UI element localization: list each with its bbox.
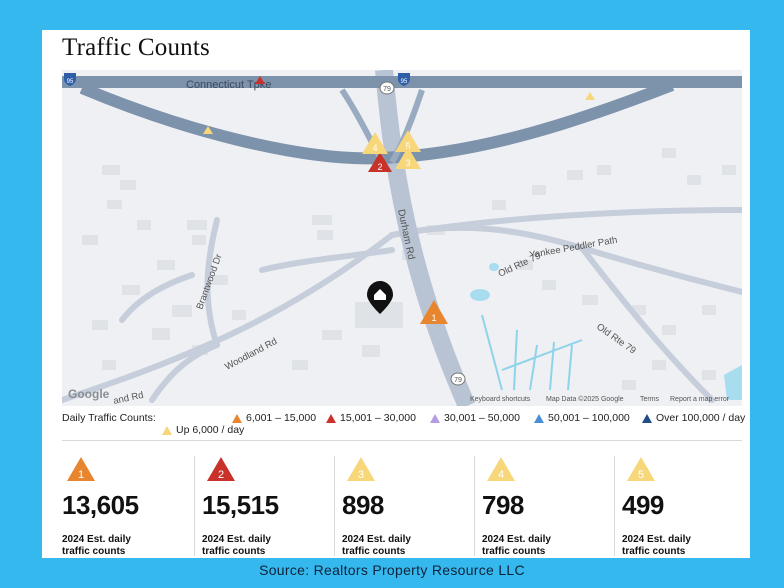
page-title: Traffic Counts	[62, 34, 210, 61]
legend-triangle-icon	[232, 413, 242, 423]
durham-road	[375, 70, 476, 406]
highway-yellow-marker-left	[203, 126, 213, 134]
stat-divider	[334, 456, 335, 556]
badge-4-icon: 4	[487, 457, 515, 481]
rt79-shield-top	[379, 81, 395, 95]
legend-triangle-icon	[430, 413, 440, 423]
report-map-error-link[interactable]: Report a map error	[670, 396, 730, 403]
traffic-stat-2: 2 15,515 2024 Est. daily traffic counts	[194, 456, 332, 557]
legend-triangle-icon	[326, 413, 336, 423]
traffic-map[interactable]: 95 95 79 79 Connecticut Tpke Durham Rd Y…	[62, 70, 742, 406]
road-label-partial: and Rd	[112, 390, 144, 406]
traffic-stat-3: 3 898 2024 Est. daily traffic counts	[334, 456, 472, 557]
terms-link[interactable]: Terms	[640, 396, 660, 403]
traffic-marker-4[interactable]: 4	[362, 132, 388, 154]
stat-caption: 2024 Est. daily traffic counts	[622, 534, 691, 557]
water-features	[470, 263, 742, 400]
legend-item-15001-30000: 15,001 – 30,000	[326, 412, 416, 424]
google-logo: Google	[68, 387, 110, 401]
svg-text:2: 2	[218, 469, 224, 481]
traffic-marker-1[interactable]: 1	[420, 300, 448, 324]
stat-divider	[614, 456, 615, 556]
svg-text:5: 5	[405, 141, 410, 151]
rt79-shield-bottom	[450, 372, 466, 386]
map-canvas: 95 95 79 79 Connecticut Tpke Durham Rd Y…	[62, 70, 742, 406]
keyboard-shortcuts-link[interactable]: Keyboard shortcuts	[470, 396, 531, 403]
badge-2-icon: 2	[207, 457, 235, 481]
stat-value: 499	[622, 490, 664, 520]
subject-property	[355, 281, 403, 328]
svg-text:1: 1	[431, 313, 436, 323]
stat-caption: 2024 Est. daily traffic counts	[62, 534, 131, 557]
i95-shield-right-number: 95	[401, 79, 408, 85]
legend: Daily Traffic Counts: 6,001 – 15,000 15,…	[62, 410, 746, 440]
legend-triangle-icon	[534, 413, 544, 423]
stat-caption: 2024 Est. daily traffic counts	[482, 534, 551, 557]
traffic-stat-1: 1 13,605 2024 Est. daily traffic counts	[62, 456, 192, 557]
road-label-highway: Connecticut Tpke	[186, 79, 271, 91]
legend-item-up-6000: Up 6,000 / day	[162, 424, 244, 436]
badge-5-icon: 5	[627, 457, 655, 481]
source-credit: Source: Realtors Property Resource LLC	[259, 562, 525, 578]
svg-text:2: 2	[377, 162, 382, 172]
legend-label: Daily Traffic Counts:	[62, 412, 156, 424]
local-roads	[62, 207, 742, 403]
svg-text:4: 4	[498, 469, 504, 481]
traffic-stat-5: 5 499 2024 Est. daily traffic counts	[614, 456, 752, 557]
i95-shield-left	[64, 73, 76, 86]
highway-red-arrow	[255, 76, 265, 84]
streams	[481, 314, 583, 391]
svg-text:3: 3	[358, 469, 364, 481]
legend-divider	[62, 440, 742, 441]
stat-caption: 2024 Est. daily traffic counts	[202, 534, 271, 557]
traffic-marker-5[interactable]: 5	[395, 130, 421, 152]
legend-triangle-icon	[642, 413, 652, 423]
stat-caption: 2024 Est. daily traffic counts	[342, 534, 411, 557]
stat-value: 15,515	[202, 490, 279, 520]
legend-triangle-icon	[162, 425, 172, 435]
stat-value: 13,605	[62, 490, 139, 520]
rt79-shield-bottom-number: 79	[454, 377, 462, 384]
map-data-text: Map Data ©2025 Google	[546, 395, 624, 403]
badge-3-icon: 3	[347, 457, 375, 481]
traffic-counts-card: Traffic Counts	[42, 30, 750, 558]
stat-divider	[474, 456, 475, 556]
i95-shield-left-number: 95	[67, 79, 74, 85]
svg-text:4: 4	[372, 143, 377, 153]
svg-text:3: 3	[405, 158, 410, 168]
badge-1-icon: 1	[67, 457, 95, 481]
legend-item-6001-15000: 6,001 – 15,000	[232, 412, 316, 424]
legend-item-50001-100000: 50,001 – 100,000	[534, 412, 630, 424]
traffic-stats-row: 1 13,605 2024 Est. daily traffic counts 2…	[62, 446, 746, 557]
legend-item-over-100000: Over 100,000 / day	[642, 412, 745, 424]
svg-text:5: 5	[638, 469, 644, 481]
svg-text:1: 1	[78, 469, 84, 481]
stat-divider	[194, 456, 195, 556]
i95-shield-right	[398, 73, 410, 86]
stat-value: 798	[482, 490, 524, 520]
rt79-shield-top-number: 79	[383, 86, 391, 93]
highway-yellow-marker-right	[585, 92, 595, 100]
traffic-marker-3[interactable]: 3	[395, 147, 421, 169]
traffic-stat-4: 4 798 2024 Est. daily traffic counts	[474, 456, 612, 557]
traffic-marker-2[interactable]: 2	[368, 152, 392, 172]
legend-item-30001-50000: 30,001 – 50,000	[430, 412, 520, 424]
stat-value: 898	[342, 490, 384, 520]
